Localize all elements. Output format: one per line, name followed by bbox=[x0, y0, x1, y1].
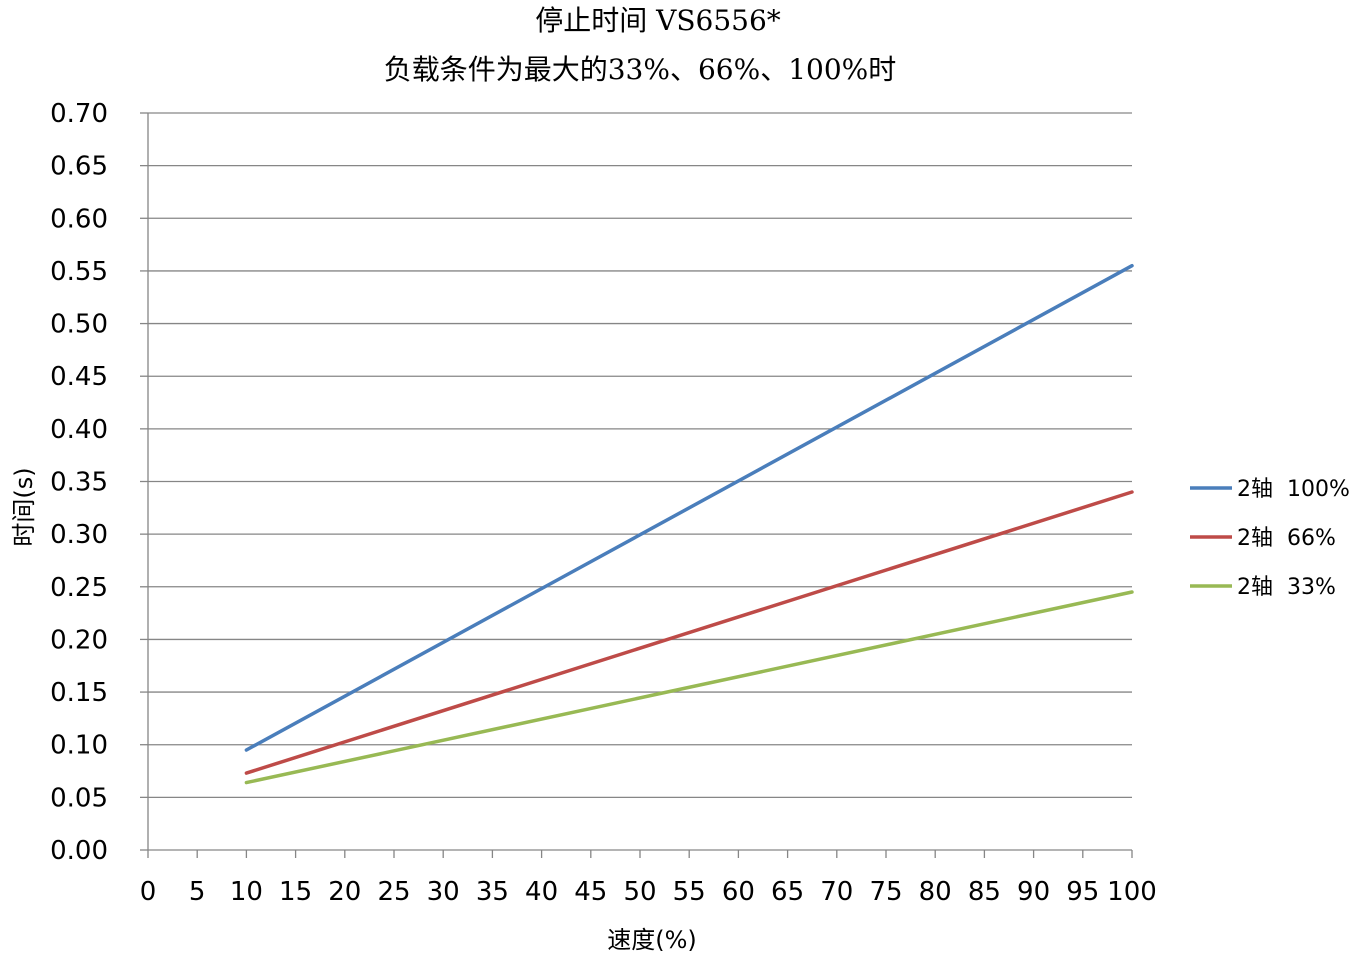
x-tick-label: 25 bbox=[377, 877, 410, 907]
axes bbox=[140, 112, 1133, 858]
x-tick-label: 20 bbox=[328, 877, 361, 907]
x-tick-label: 60 bbox=[722, 877, 755, 907]
x-tick-label: 30 bbox=[427, 877, 460, 907]
x-tick-label: 65 bbox=[771, 877, 804, 907]
gridlines bbox=[148, 112, 1132, 799]
x-tick-label: 95 bbox=[1066, 877, 1099, 907]
x-tick-label: 35 bbox=[476, 877, 509, 907]
x-tick-label: 70 bbox=[820, 877, 853, 907]
y-tick-label: 0.25 bbox=[50, 573, 108, 603]
y-tick-label: 0.05 bbox=[50, 783, 108, 813]
data-series bbox=[244, 263, 1134, 785]
x-tick-label: 40 bbox=[525, 877, 558, 907]
x-tick-label: 100 bbox=[1107, 877, 1157, 907]
y-axis-title: 时间(s) bbox=[10, 467, 38, 546]
x-tick-label: 55 bbox=[673, 877, 706, 907]
chart-title-line-1: 停止时间 VS6556* bbox=[535, 4, 781, 37]
chart-title-line-2: 负载条件为最大的33%、66%、100%时 bbox=[384, 53, 897, 86]
legend-label-1: 2轴 100% bbox=[1237, 477, 1350, 502]
x-axis-title: 速度(%) bbox=[607, 926, 697, 954]
y-tick-label: 0.60 bbox=[50, 204, 108, 234]
y-tick-label: 0.50 bbox=[50, 310, 108, 340]
x-tick-label: 75 bbox=[869, 877, 902, 907]
x-tick-label: 90 bbox=[1017, 877, 1050, 907]
y-tick-label: 0.65 bbox=[50, 152, 108, 182]
x-tick-label: 80 bbox=[919, 877, 952, 907]
y-tick-label: 0.45 bbox=[50, 362, 108, 392]
legend-label-2: 2轴 66% bbox=[1237, 526, 1336, 551]
series-line-2 bbox=[244, 490, 1134, 775]
x-axis-tick-labels: 0 5 10 15 20 25 30 35 40 45 50 55 60 65 70 75 80 85 90 95 10… bbox=[140, 877, 1157, 907]
y-tick-label: 0.70 bbox=[50, 99, 108, 129]
y-tick-label: 0.40 bbox=[50, 415, 108, 445]
x-tick-label: 15 bbox=[279, 877, 312, 907]
series-line-3 bbox=[244, 590, 1134, 785]
y-axis-tick-labels: 0.00 0.05 0.10 0.15 0.20 0.25 0.30 0.35 0.40 0.45… bbox=[50, 99, 108, 866]
x-tick-label: 50 bbox=[623, 877, 656, 907]
x-tick-label: 5 bbox=[189, 877, 206, 907]
y-tick-label: 0.10 bbox=[50, 731, 108, 761]
x-tick-label: 85 bbox=[968, 877, 1001, 907]
chart-title: 停止时间 VS6556* 负载条件为最大的33%、66%、100%时 bbox=[384, 4, 897, 86]
y-tick-label: 0.15 bbox=[50, 678, 108, 708]
legend-label-3: 2轴 33% bbox=[1237, 575, 1336, 600]
y-tick-label: 0.35 bbox=[50, 468, 108, 498]
legend: 2轴 100% 2轴 66% 2轴 33% bbox=[1190, 477, 1350, 600]
x-tick-label: 10 bbox=[230, 877, 263, 907]
y-tick-label: 0.00 bbox=[50, 836, 108, 866]
y-tick-label: 0.55 bbox=[50, 257, 108, 287]
x-tick-label: 45 bbox=[574, 877, 607, 907]
x-tick-label: 0 bbox=[140, 877, 157, 907]
y-tick-label: 0.20 bbox=[50, 625, 108, 655]
y-tick-label: 0.30 bbox=[50, 520, 108, 550]
series-line-1 bbox=[244, 263, 1134, 752]
